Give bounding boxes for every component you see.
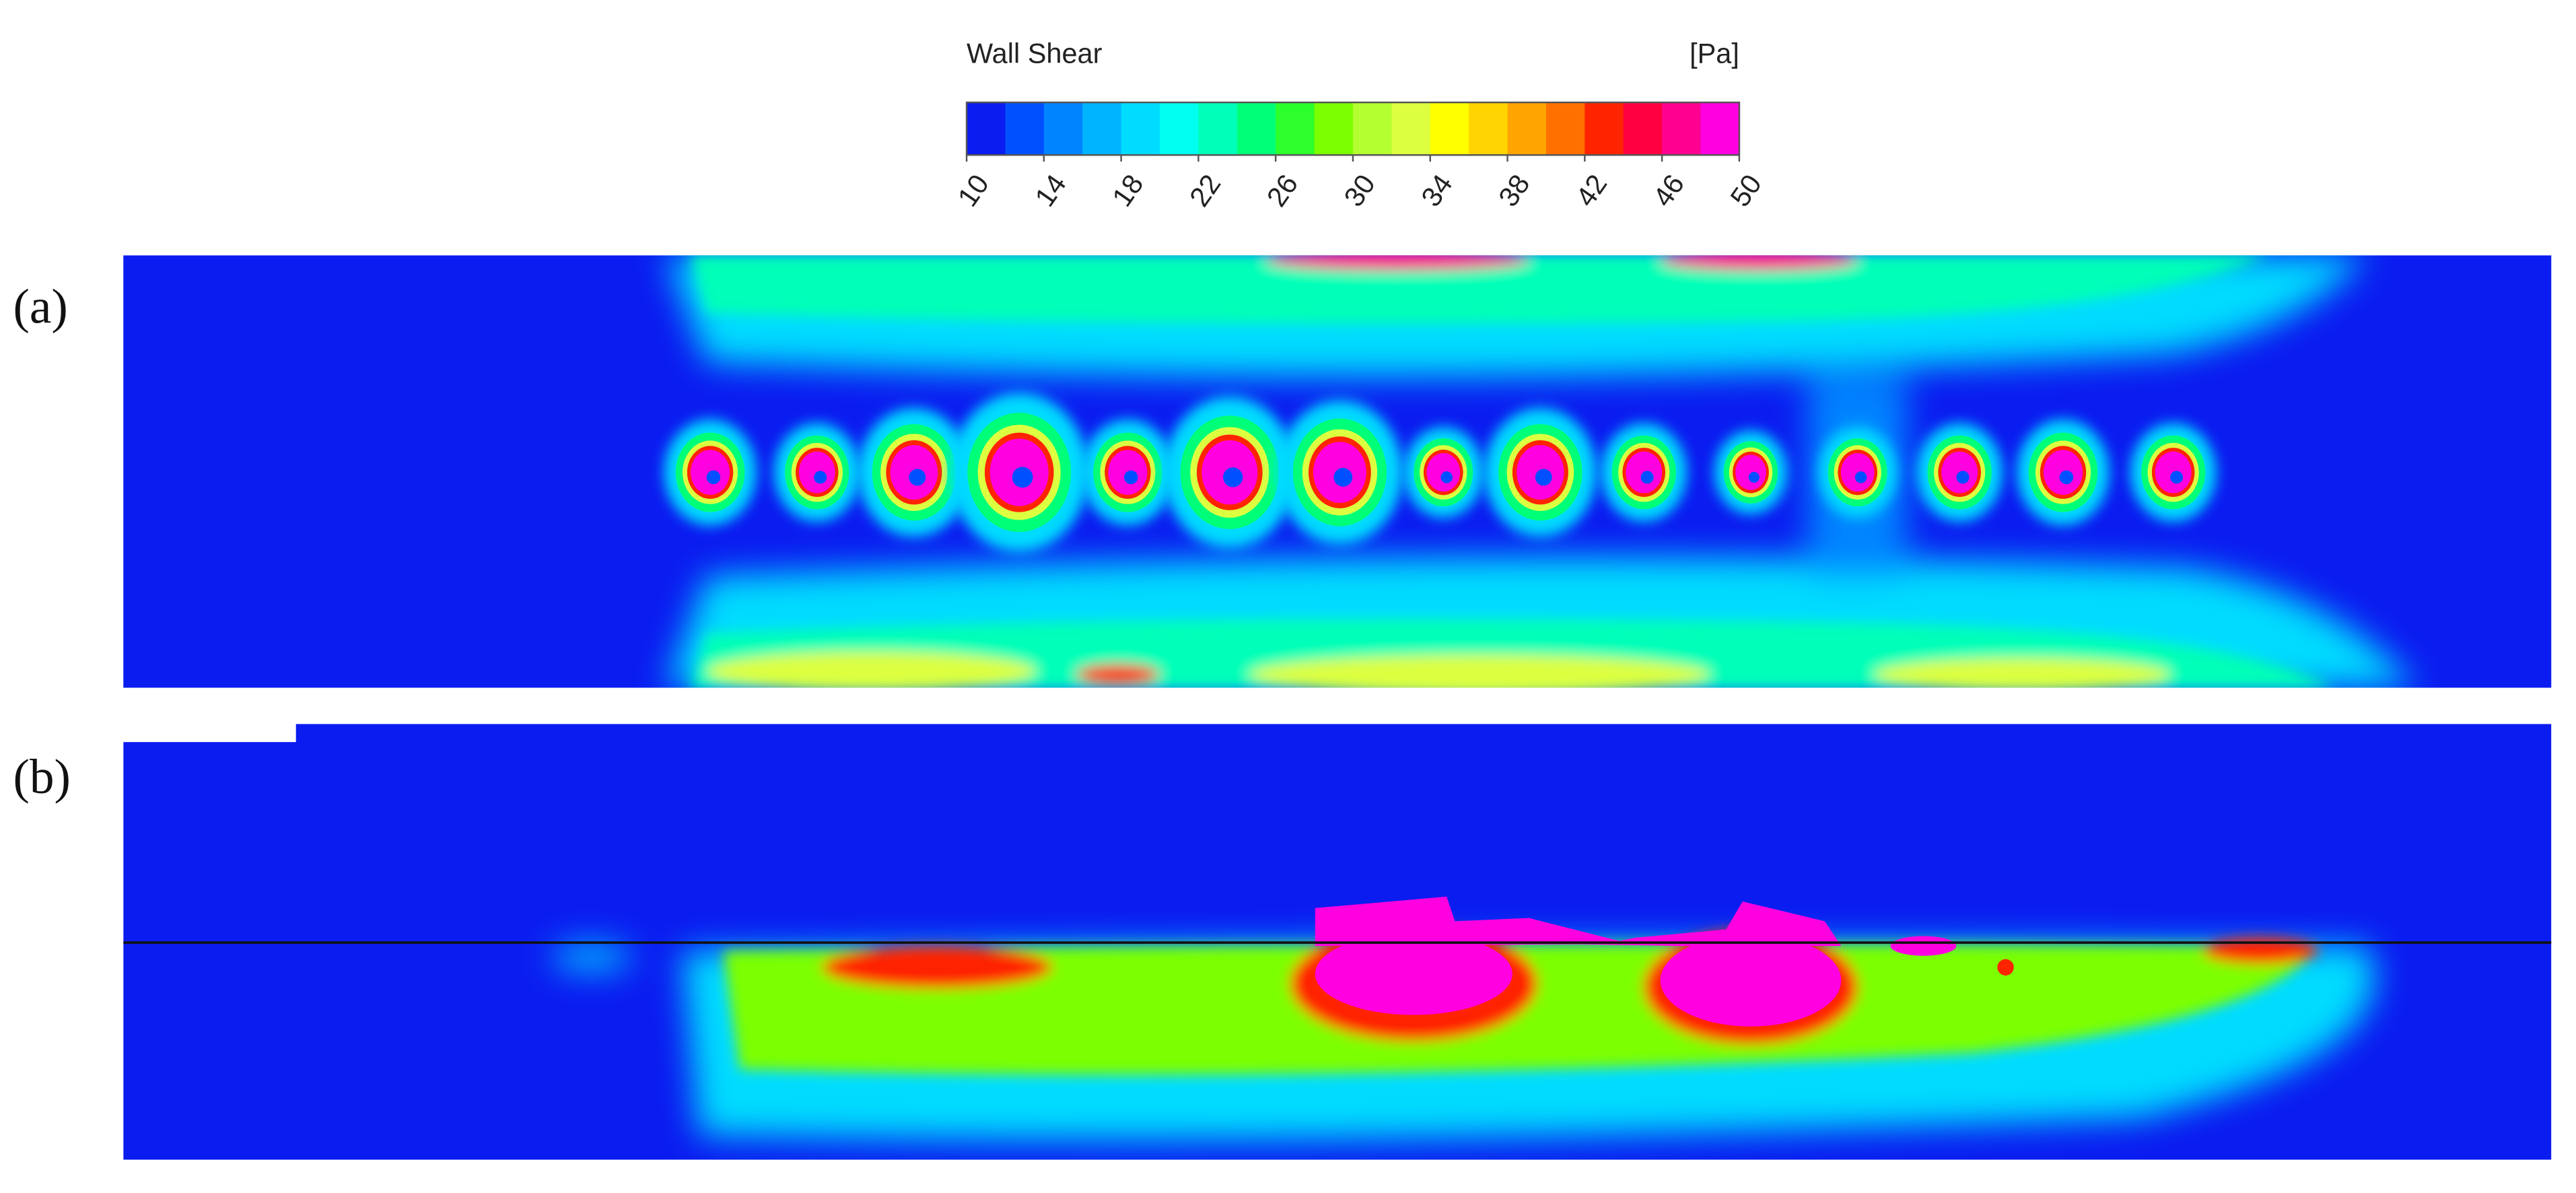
colorbar-tick-label: 50 xyxy=(1724,168,1768,212)
colorbar: 10 14 18 22 26 30 34 38 42 46 50 xyxy=(951,101,1768,212)
spot-core xyxy=(1535,469,1552,486)
panel-label: (b) xyxy=(13,749,71,804)
colorbar-tick-label: 34 xyxy=(1415,168,1459,212)
colorbar-segment xyxy=(1352,102,1393,156)
colorbar-title: Wall Shear xyxy=(967,37,1103,69)
colorbar-segment xyxy=(1121,102,1161,156)
shear-spot xyxy=(1735,454,1766,490)
colorbar-segment xyxy=(1391,102,1431,156)
colorbar-segment xyxy=(967,102,1006,156)
colorbar-segment xyxy=(1237,102,1277,156)
colorbar-segment xyxy=(1545,102,1586,156)
colorbar-segment xyxy=(1005,102,1045,156)
shear-spot xyxy=(1426,452,1461,492)
colorbar-tick-label: 26 xyxy=(1260,168,1304,212)
spot-core xyxy=(1012,467,1033,488)
colorbar-tick-label: 30 xyxy=(1337,168,1381,212)
colorbar-segment xyxy=(1198,102,1239,156)
colorbar-segment xyxy=(1700,102,1741,156)
colorbar-segment xyxy=(1430,102,1470,156)
spot-core xyxy=(1223,467,1243,487)
colorbar-segment xyxy=(1082,102,1122,156)
colorbar-unit: [Pa] xyxy=(1690,37,1739,69)
panel-b xyxy=(123,724,2552,1160)
colorbar-tick-label: 14 xyxy=(1029,168,1072,212)
colorbar-segment xyxy=(1160,102,1199,156)
spot-core xyxy=(1854,471,1867,483)
spot-core xyxy=(2059,470,2074,485)
colorbar-tick-label: 38 xyxy=(1492,168,1536,212)
spot-core xyxy=(1440,471,1453,483)
panel-a xyxy=(123,255,2552,688)
colorbar-segment xyxy=(1623,102,1663,156)
colorbar-tick-label: 42 xyxy=(1569,168,1613,212)
colorbar-segment xyxy=(1469,102,1508,156)
colorbar-tick-label: 18 xyxy=(1106,168,1150,212)
spot-core xyxy=(814,471,827,484)
colorbar-tick-label: 22 xyxy=(1183,168,1226,212)
spot-core xyxy=(1748,471,1760,483)
colorbar-tick-label: 10 xyxy=(951,168,995,212)
spot-core xyxy=(2170,471,2184,484)
colorbar-tick-label: 46 xyxy=(1646,168,1690,212)
colorbar-segment xyxy=(1276,102,1315,156)
spot-core xyxy=(909,469,926,486)
panel-label: (a) xyxy=(13,279,68,333)
spot-core xyxy=(706,470,721,485)
spot-core xyxy=(1956,471,1970,484)
colorbar-segment xyxy=(1585,102,1624,156)
colorbar-segment xyxy=(1314,102,1354,156)
spot-core xyxy=(1124,470,1138,485)
spot-core xyxy=(1333,468,1353,487)
colorbar-segment xyxy=(1662,102,1702,156)
shear-spot xyxy=(1840,452,1875,492)
colorbar-segment xyxy=(1043,102,1084,156)
spot-core xyxy=(1640,471,1654,484)
colorbar-segment xyxy=(1507,102,1547,156)
